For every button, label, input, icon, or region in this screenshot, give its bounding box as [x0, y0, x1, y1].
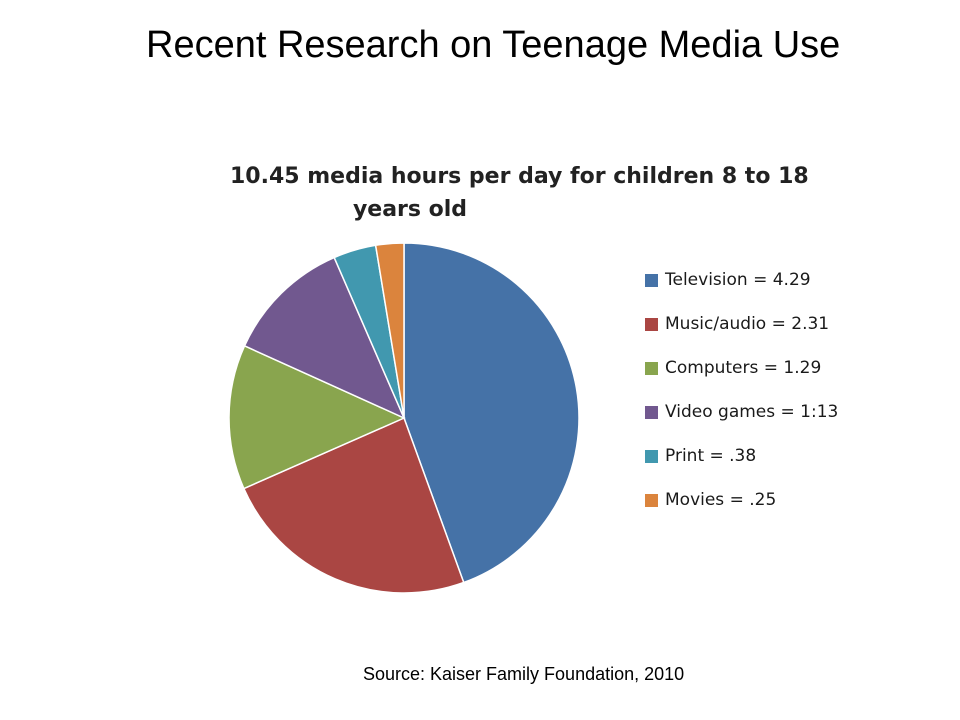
legend-label-computers: Computers = 1.29 [665, 358, 822, 378]
legend-label-video-games: Video games = 1:13 [665, 402, 839, 422]
legend-swatch-music-audio [645, 317, 658, 331]
legend-item-movies: Movies = .25 [645, 478, 838, 522]
legend-swatch-computers [645, 361, 658, 375]
legend-label-print: Print = .38 [665, 446, 757, 466]
source-note: Source: Kaiser Family Foundation, 2010 [363, 664, 685, 684]
pie-slice-music-audio [242, 416, 465, 594]
legend-label-music-audio: Music/audio = 2.31 [665, 314, 830, 334]
legend-item-video-games: Video games = 1:13 [645, 390, 838, 434]
slide-title: Recent Research on Teenage Media Use [146, 24, 841, 66]
chart-title-line-2: years old [352, 197, 468, 222]
pie-slice-movies [374, 242, 405, 419]
legend-swatch-video-games [645, 405, 658, 419]
chart-legend: Television = 4.29 Music/audio = 2.31 Com… [645, 258, 838, 522]
legend-swatch-movies [645, 493, 658, 507]
legend-item-computers: Computers = 1.29 [645, 346, 838, 390]
legend-swatch-television [645, 273, 658, 287]
pie-slice-computers [228, 344, 406, 490]
legend-item-print: Print = .38 [645, 434, 838, 478]
legend-swatch-print [645, 449, 658, 463]
legend-item-music-audio: Music/audio = 2.31 [645, 302, 838, 346]
pie-slice-video-games [243, 256, 406, 420]
legend-label-movies: Movies = .25 [665, 490, 777, 510]
pie-slice-television [403, 242, 580, 584]
legend-label-television: Television = 4.29 [665, 270, 811, 290]
legend-item-television: Television = 4.29 [645, 258, 838, 302]
